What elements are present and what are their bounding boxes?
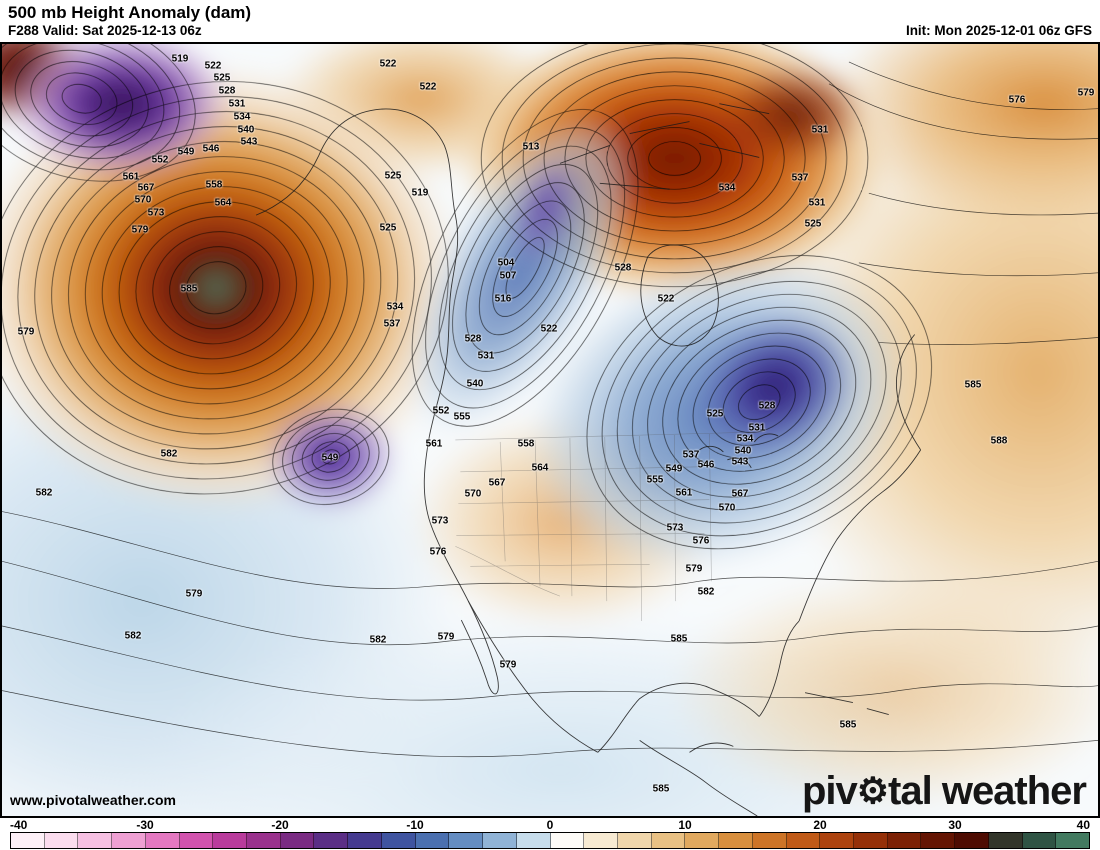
contour-lines-broad <box>2 61 1098 758</box>
anomaly-map-svg <box>2 44 1098 816</box>
colorbar-segment <box>348 833 382 848</box>
pivotal-weather-logo: piv⚙tal weather <box>801 769 1087 814</box>
colorbar-segment <box>415 833 450 848</box>
colorbar-segment <box>955 833 989 848</box>
colorbar-segment <box>449 833 484 848</box>
colorbar-ticks: -40 -30 -20 -10 0 10 20 30 40 <box>10 818 1090 832</box>
colorbar-segment <box>280 833 315 848</box>
colorbar-tick-label: 20 <box>813 818 827 832</box>
coastlines <box>255 103 922 816</box>
colorbar-segment <box>853 833 888 848</box>
colorbar-tick-label: 10 <box>678 818 692 832</box>
colorbar-segment <box>786 833 821 848</box>
map-title: 500 mb Height Anomaly (dam) <box>8 3 252 22</box>
colorbar-segment <box>11 833 45 848</box>
colorbar-segment <box>752 833 787 848</box>
colorbar-segment <box>921 833 956 848</box>
colorbar-segment <box>1056 833 1089 848</box>
watermark-url: www.pivotalweather.com <box>10 792 176 808</box>
colorbar-segment <box>651 833 686 848</box>
init-time: Init: Mon 2025-12-01 06z GFS <box>905 23 1092 38</box>
colorbar-segment <box>887 833 922 848</box>
colorbar-segment <box>550 833 585 848</box>
colorbar-segment <box>516 833 551 848</box>
colorbar-segment <box>112 833 146 848</box>
colorbar-segment <box>78 833 113 848</box>
gear-icon: ⚙ <box>856 770 889 811</box>
colorbar-tick-label: 40 <box>1076 818 1090 832</box>
colorbar-segment <box>719 833 753 848</box>
colorbar-tick-label: -30 <box>136 818 154 832</box>
colorbar-inner: -40 -30 -20 -10 0 10 20 30 40 <box>10 818 1090 850</box>
map-canvas: 519 522 525 528 531 534 540 543 546 549 552 558 561 5… <box>0 42 1100 818</box>
colorbar-segment <box>685 833 720 848</box>
colorbar-segment <box>617 833 652 848</box>
colorbar-segment <box>247 833 281 848</box>
colorbar-segment <box>145 833 180 848</box>
colorbar-tick-label: 0 <box>546 818 554 832</box>
colorbar-segment <box>1022 833 1057 848</box>
colorbar-segment <box>179 833 214 848</box>
colorbar-tick-label: -40 <box>10 818 28 832</box>
colorbar-segment <box>820 833 854 848</box>
valid-time: F288 Valid: Sat 2025-12-13 06z <box>8 22 202 38</box>
map-header: 500 mb Height Anomaly (dam) F288 Valid: … <box>0 0 1100 42</box>
logo-text-piv: piv <box>801 769 858 813</box>
contour-rings <box>2 44 932 550</box>
colorbar-segment <box>213 833 248 848</box>
logo-text-tal-weather: tal weather <box>888 769 1087 813</box>
colorbar-tick-label: 30 <box>948 818 962 832</box>
colorbar-tick-label: -20 <box>271 818 289 832</box>
anomaly-color-fields <box>2 44 1098 816</box>
colorbar-segment <box>483 833 517 848</box>
colorbar-tick-label: -10 <box>406 818 424 832</box>
colorbar-segment <box>314 833 349 848</box>
colorbar: -40 -30 -20 -10 0 10 20 30 40 <box>0 818 1100 850</box>
political-borders <box>455 431 760 622</box>
colorbar-segment <box>381 833 416 848</box>
colorbar-segment <box>584 833 618 848</box>
colorbar-segment <box>44 833 79 848</box>
colorbar-scale <box>10 832 1090 849</box>
colorbar-segment <box>988 833 1023 848</box>
